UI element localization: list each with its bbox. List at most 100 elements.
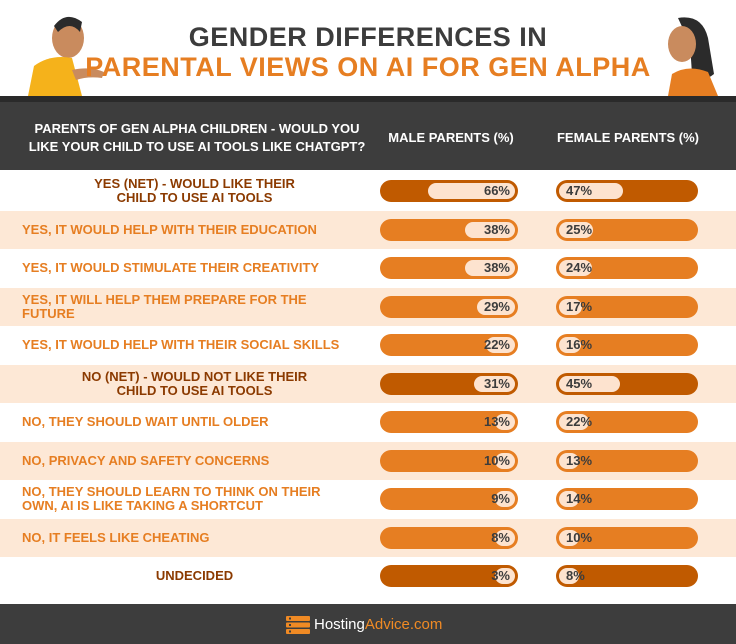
chart-title-line2: PARENTAL VIEWS ON AI FOR GEN ALPHA — [85, 52, 651, 82]
female-bar: 22% — [556, 411, 698, 433]
row-label: YES, IT WOULD STIMULATE THEIR CREATIVITY — [22, 260, 320, 276]
male-value-label: 3% — [491, 568, 510, 583]
table-row: YES, IT WOULD STIMULATE THEIR CREATIVITY… — [0, 249, 736, 288]
table-row: YES, IT WOULD HELP WITH THEIR SOCIAL SKI… — [0, 326, 736, 365]
female-value-label: 47% — [566, 183, 593, 198]
row-label: NO, IT FEELS LIKE CHEATING — [22, 529, 210, 545]
female-value-label: 24% — [566, 260, 593, 275]
male-column-header: MALE PARENTS (%) — [388, 130, 514, 145]
female-parent-illustration — [668, 17, 718, 96]
female-bar: 25% — [556, 218, 698, 241]
female-bar-fill — [559, 298, 583, 315]
male-bar-fill — [495, 491, 515, 507]
male-bar-fill — [495, 452, 515, 469]
female-value-label: 8% — [566, 568, 585, 583]
female-bar-fill — [559, 183, 623, 199]
row-label: NO (NET) - WOULD NOT LIKE THEIR CHILD TO … — [81, 368, 308, 398]
row-label: UNDECIDED — [155, 568, 234, 584]
row-label: NO, PRIVACY AND SAFETY CONCERNS — [22, 452, 270, 468]
female-value-label: 10% — [566, 529, 593, 545]
female-bar: 24% — [556, 257, 698, 279]
male-value-label: 31% — [483, 375, 510, 391]
male-bar-fill — [495, 568, 515, 584]
female-value-label: 22% — [566, 414, 593, 429]
female-bar: 13% — [556, 449, 698, 472]
female-bar-fill — [559, 491, 579, 507]
female-bar: 47% — [556, 180, 698, 202]
male-bar: 22% — [380, 334, 518, 356]
male-value-label: 9% — [491, 491, 510, 506]
female-bar: 10% — [556, 526, 698, 549]
female-value-label: 25% — [566, 221, 593, 237]
male-bar: 8% — [380, 526, 518, 549]
chart-title-line1: GENDER DIFFERENCES IN — [188, 22, 548, 52]
question-header: PARENTS OF GEN ALPHA CHILDREN - WOULD YO… — [28, 121, 366, 154]
row-label: YES, IT WOULD HELP WITH THEIR EDUCATION — [22, 221, 317, 237]
male-bar-fill — [427, 183, 515, 199]
male-bar: 31% — [380, 372, 518, 395]
brand-part2: Advice.com — [364, 616, 443, 633]
male-bar-fill — [476, 298, 515, 315]
data-table: YES (NET) - WOULD LIKE THEIR CHILD TO USE… — [0, 170, 736, 604]
female-column-header: FEMALE PARENTS (%) — [556, 130, 700, 145]
male-bar-fill — [464, 260, 515, 276]
female-bar-fill — [559, 568, 579, 584]
male-bar: 38% — [380, 257, 518, 279]
table-row: NO, THEY SHOULD LEARN TO THINK ON THEIR O… — [0, 480, 736, 519]
female-bar-fill — [559, 452, 579, 469]
table-row: YES (NET) - WOULD LIKE THEIR CHILD TO USE… — [0, 172, 736, 211]
female-bar: 14% — [556, 488, 698, 510]
male-bar: 9% — [380, 488, 518, 510]
male-bar: 29% — [380, 295, 518, 318]
male-bar-fill — [474, 375, 515, 392]
header: GENDER DIFFERENCES IN PARENTAL VIEWS ON … — [0, 0, 736, 96]
male-bar: 66% — [380, 180, 518, 202]
table-row: YES, IT WILL HELP THEM PREPARE FOR THE FU… — [0, 287, 736, 326]
female-bar-fill — [559, 337, 581, 353]
male-value-label: 13% — [483, 414, 510, 429]
male-bar-fill — [495, 414, 515, 430]
male-bar: 10% — [380, 449, 518, 472]
table-row: NO, PRIVACY AND SAFETY CONCERNS 10% 13% — [0, 441, 736, 480]
brand-part1: Hosting — [314, 616, 365, 633]
female-bar: 16% — [556, 334, 698, 356]
male-parent-illustration — [28, 16, 104, 96]
table-row: NO (NET) - WOULD NOT LIKE THEIR CHILD TO … — [0, 364, 736, 403]
male-bar-fill — [464, 221, 515, 238]
female-value-label: 14% — [566, 491, 593, 506]
female-bar: 45% — [556, 372, 698, 395]
female-bar-fill — [559, 221, 593, 238]
female-bar-fill — [559, 375, 621, 392]
row-label: YES, IT WOULD HELP WITH THEIR SOCIAL SKI… — [22, 337, 340, 353]
female-bar: 8% — [556, 565, 698, 587]
male-value-label: 22% — [483, 337, 510, 352]
server-stack-icon — [286, 616, 310, 634]
male-value-label: 38% — [483, 260, 510, 275]
female-bar-fill — [559, 414, 589, 430]
male-bar: 38% — [380, 218, 518, 241]
female-value-label: 45% — [566, 375, 593, 391]
male-bar: 13% — [380, 411, 518, 433]
table-row: YES, IT WOULD HELP WITH THEIR EDUCATION 3… — [0, 210, 736, 249]
brand-name: HostingAdvice.com — [314, 616, 442, 633]
female-bar-fill — [559, 529, 579, 546]
table-row: NO, IT FEELS LIKE CHEATING 8% 10% — [0, 518, 736, 557]
female-value-label: 16% — [566, 337, 593, 352]
male-value-label: 8% — [491, 529, 510, 545]
female-bar: 17% — [556, 295, 698, 318]
male-bar-fill — [495, 529, 515, 546]
table-row: UNDECIDED 3% 8% — [0, 557, 736, 596]
female-value-label: 13% — [566, 452, 593, 468]
male-value-label: 29% — [483, 298, 510, 314]
row-label: NO, THEY SHOULD LEARN TO THINK ON THEIR O… — [22, 484, 321, 514]
male-value-label: 38% — [483, 221, 510, 237]
row-label: YES, IT WILL HELP THEM PREPARE FOR THE FU… — [22, 291, 307, 321]
female-value-label: 17% — [566, 298, 593, 314]
male-bar: 3% — [380, 565, 518, 587]
column-header-bar: PARENTS OF GEN ALPHA CHILDREN - WOULD YO… — [0, 96, 736, 170]
row-label: NO, THEY SHOULD WAIT UNTIL OLDER — [22, 414, 269, 430]
female-bar-fill — [559, 260, 592, 276]
footer: HostingAdvice.com — [0, 604, 736, 644]
male-bar-fill — [485, 337, 515, 353]
male-value-label: 66% — [483, 183, 510, 198]
